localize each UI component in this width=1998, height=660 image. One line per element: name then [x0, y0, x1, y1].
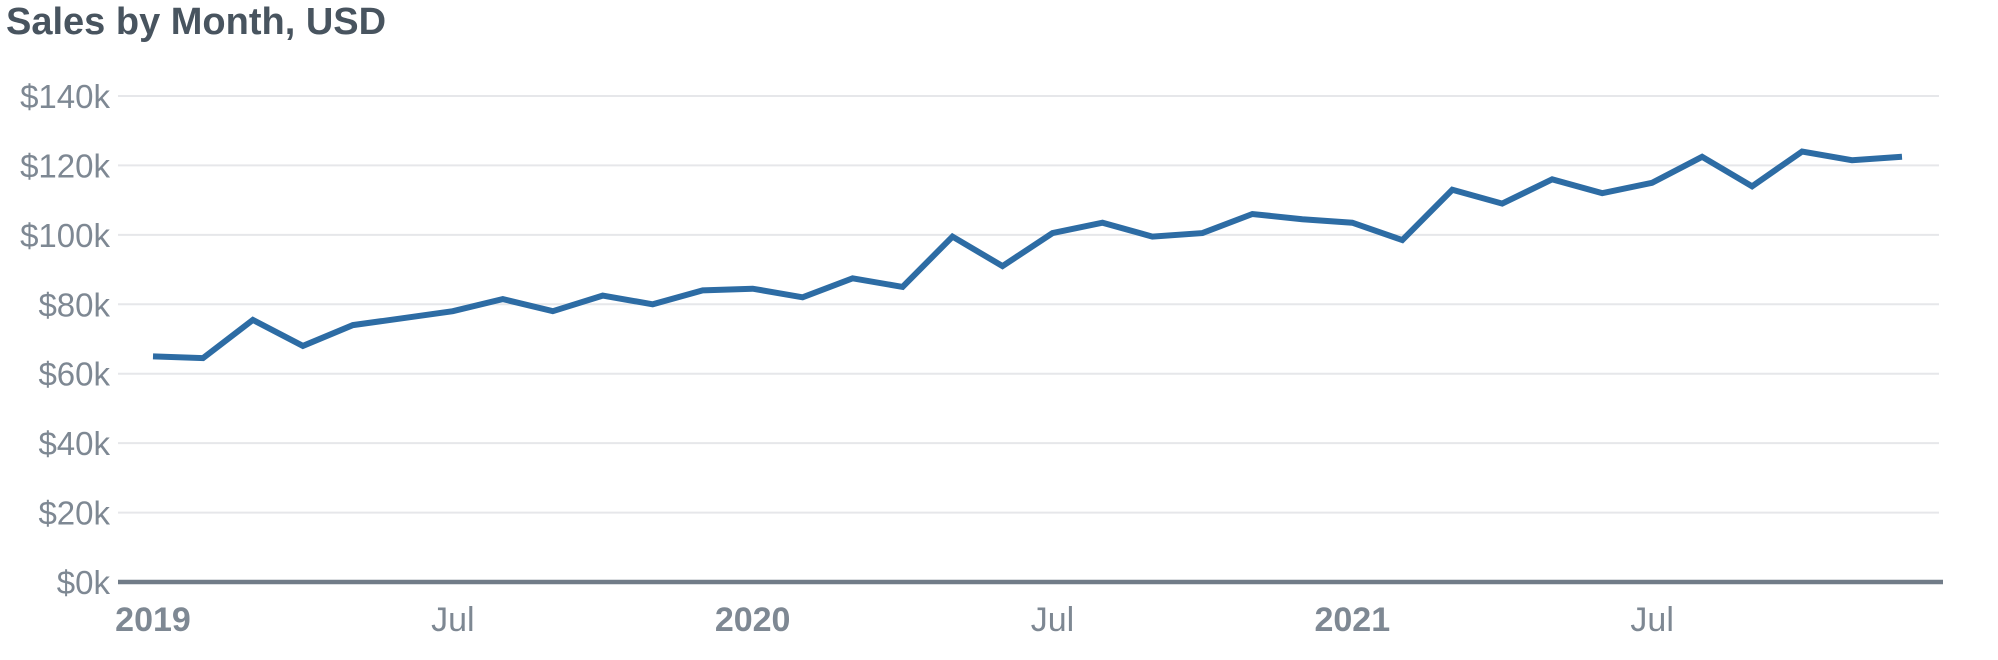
y-tick-label: $140k	[20, 78, 110, 115]
x-tick-label: Jul	[1630, 601, 1673, 639]
chart-title: Sales by Month, USD	[6, 1, 387, 43]
x-tick-label: Jul	[431, 601, 474, 639]
x-tick-label: 2021	[1314, 601, 1390, 639]
y-tick-label: $80k	[38, 286, 110, 323]
x-tick-label: 2020	[715, 601, 791, 639]
sales-series-line	[152, 148, 1903, 362]
y-tick-label: $120k	[20, 147, 110, 184]
x-tick-label: Jul	[1031, 601, 1074, 639]
y-tick-label: $60k	[38, 356, 110, 393]
x-tick-label: 2019	[115, 601, 191, 639]
y-tick-label: $100k	[20, 217, 110, 254]
y-tick-label: $40k	[38, 425, 110, 462]
y-tick-label: $20k	[38, 495, 110, 532]
y-tick-label: $0k	[57, 564, 111, 601]
